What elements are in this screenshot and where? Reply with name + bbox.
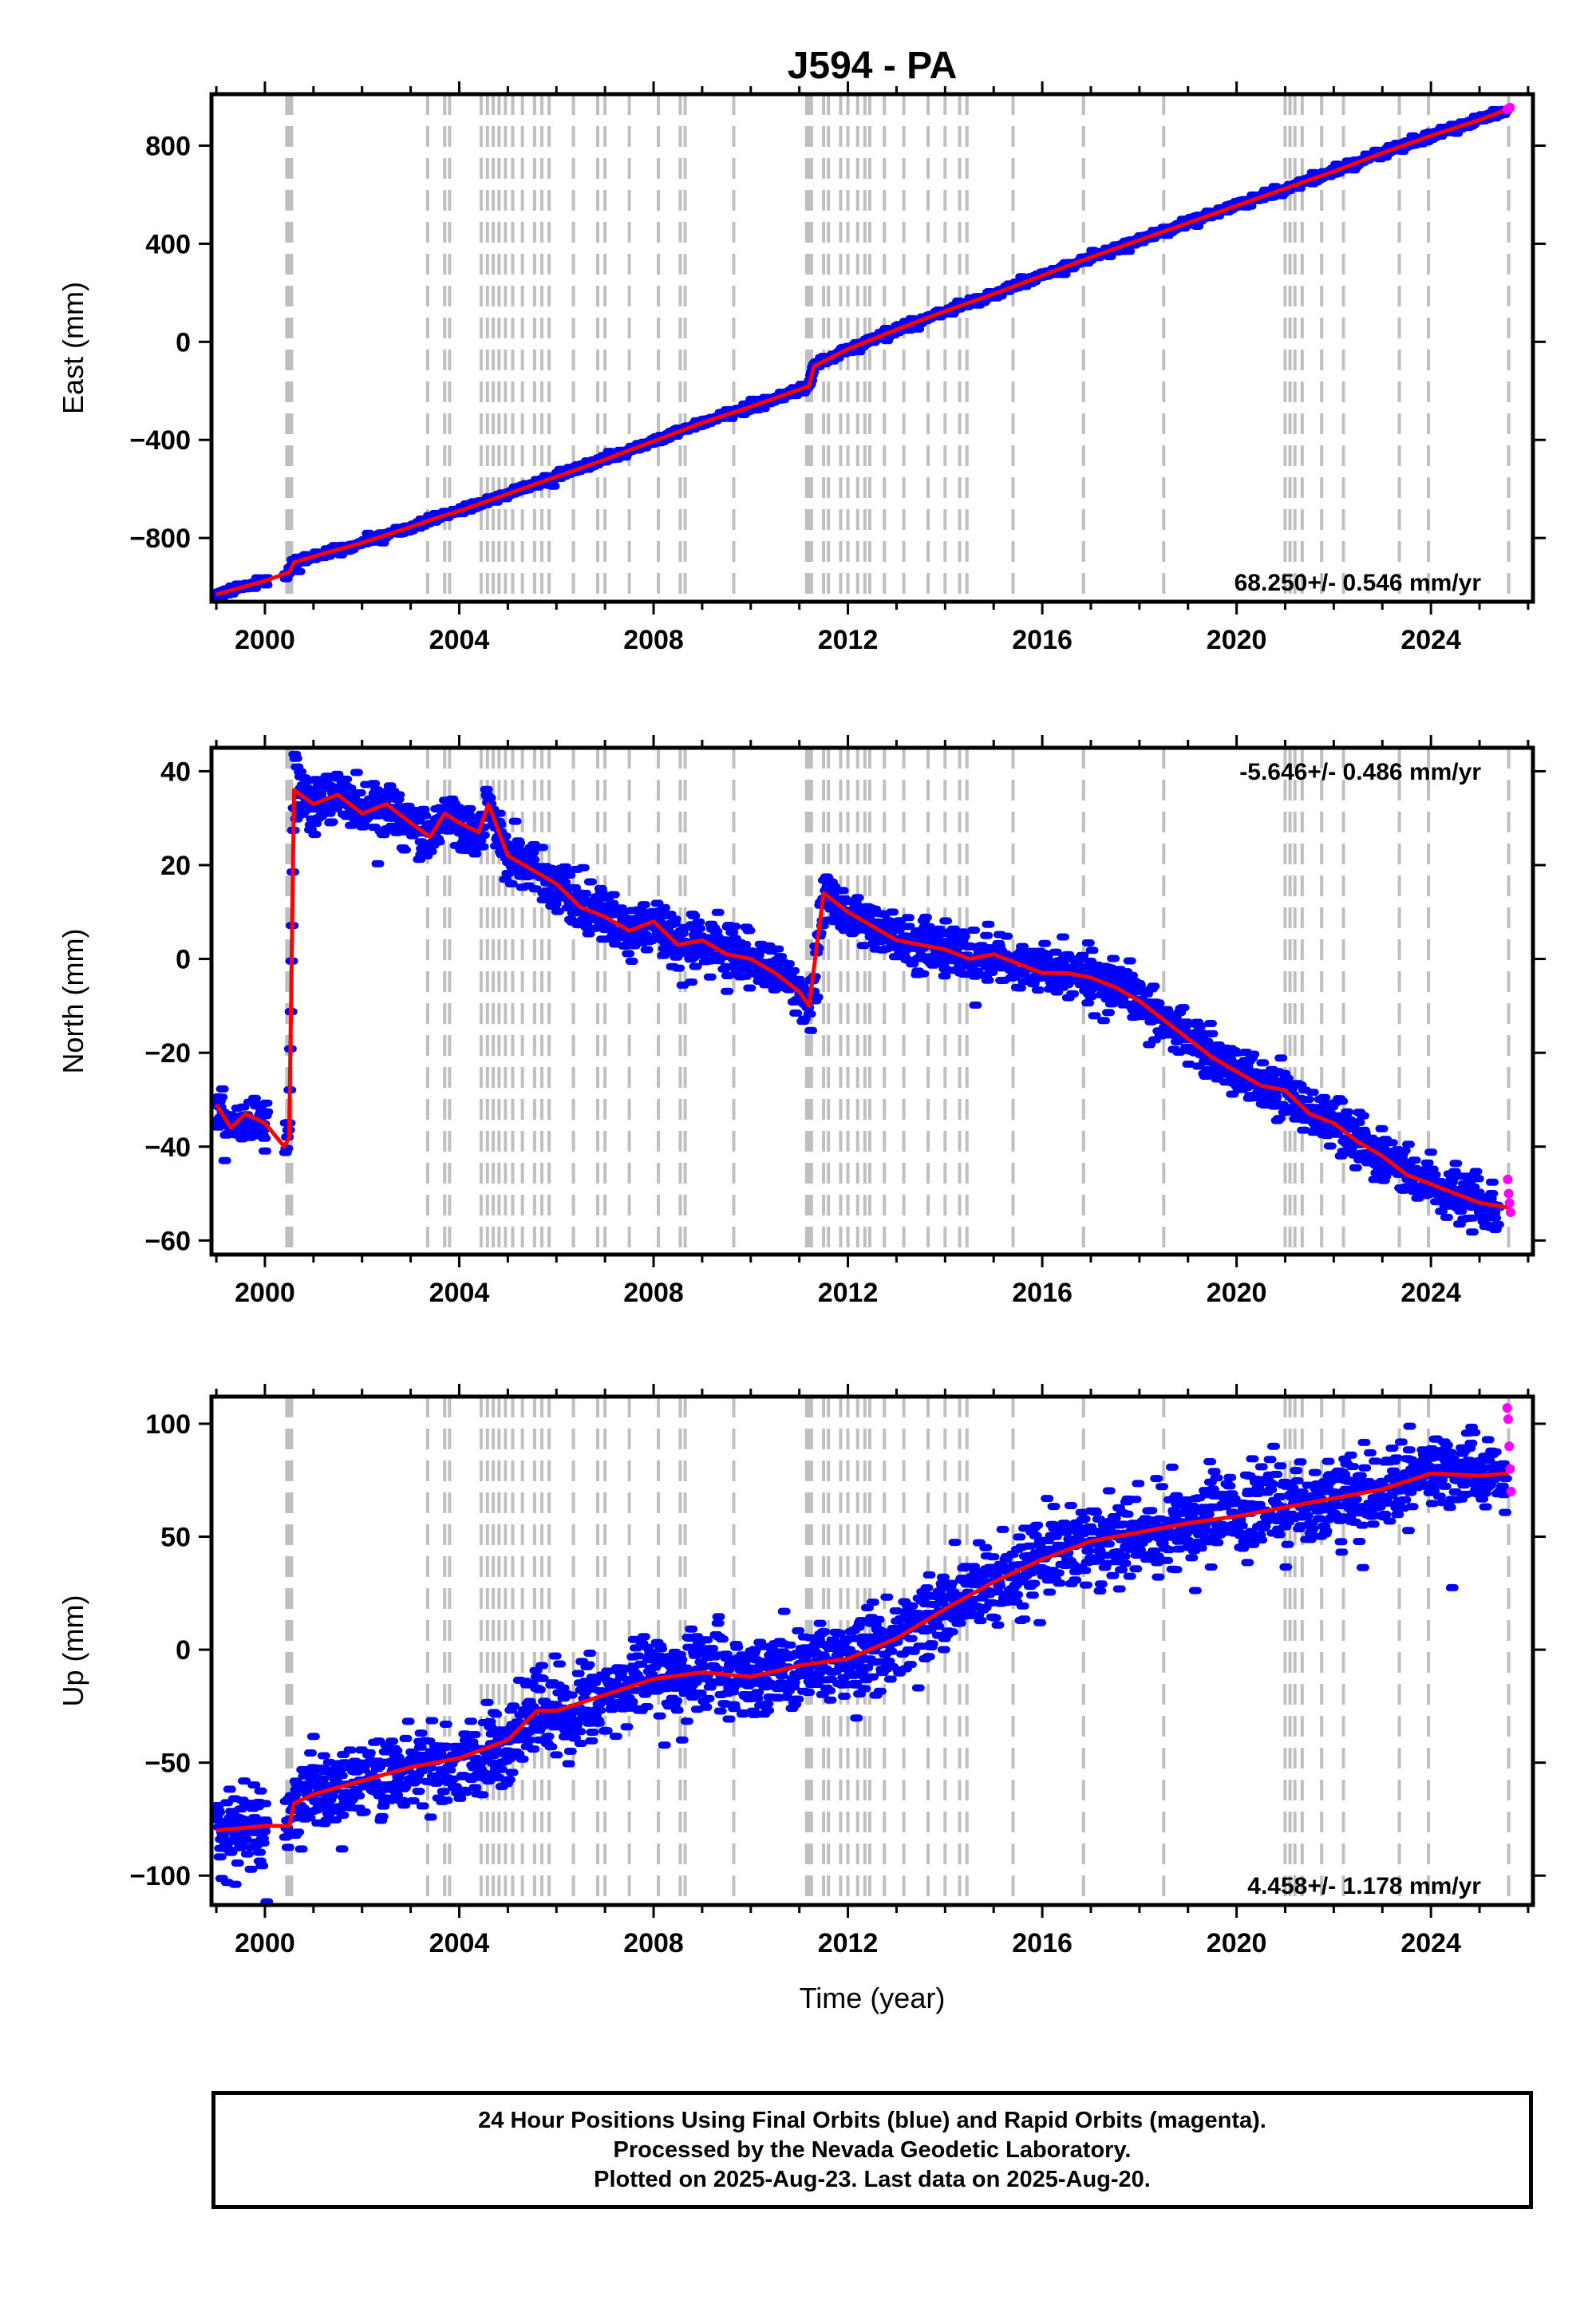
- y-tick-label: 400: [145, 229, 191, 259]
- caption-line-3: Plotted on 2025-Aug-23. Last data on 202…: [594, 2166, 1151, 2192]
- y-axis-label: North (mm): [57, 929, 89, 1074]
- plot-area: [211, 748, 1515, 1255]
- rapid-point: [1503, 1414, 1513, 1425]
- y-tick-label: 50: [160, 1523, 191, 1553]
- y-tick-label: 40: [160, 757, 191, 787]
- x-tick-label: 2004: [429, 1278, 490, 1308]
- x-tick-label: 2016: [1012, 1928, 1073, 1958]
- model-line: [215, 1471, 1509, 1833]
- y-tick-label: 0: [176, 1635, 191, 1666]
- y-tick-label: −50: [144, 1749, 191, 1779]
- panel-up: 2000 2004 2008 2012 2016 2020 2024 −100 −50 0 50 10…: [57, 1384, 1546, 1958]
- series-final-orbits: [211, 105, 1512, 601]
- x-tick-label: 2020: [1207, 1928, 1267, 1958]
- x-tick-label: 2000: [235, 1278, 295, 1308]
- series-rapid-orbits: [1502, 1403, 1516, 1496]
- x-tick-label: 2016: [1012, 625, 1073, 655]
- x-tick-label: 2020: [1207, 1278, 1267, 1308]
- x-tick-label: 2000: [235, 1928, 295, 1958]
- x-tick-label: 2008: [623, 1928, 684, 1958]
- x-tick-label: 2016: [1012, 1278, 1073, 1308]
- x-axis-label: Time (year): [800, 1982, 946, 2014]
- y-tick-label: −40: [144, 1132, 191, 1163]
- model-line: [215, 107, 1510, 597]
- x-tick-label: 2012: [818, 625, 879, 655]
- x-tick-label: 2024: [1400, 1928, 1461, 1958]
- y-tick-label: 20: [160, 851, 191, 881]
- series-rapid-orbits: [1503, 1174, 1515, 1218]
- plot-frame: [209, 92, 1535, 604]
- y-tick-label: 0: [176, 945, 191, 975]
- rapid-point: [1505, 1207, 1515, 1218]
- panels: 2000 2004 2008 2012 2016 2020 2024−800−4000400…: [57, 81, 1546, 2014]
- figure-title: J594 - PA: [788, 45, 958, 87]
- y-axis-label: Up (mm): [57, 1595, 89, 1707]
- x-tick-label: 2008: [623, 625, 684, 655]
- y-tick-label: 100: [145, 1409, 191, 1440]
- x-tick-label: 2004: [429, 625, 490, 655]
- y-tick-label: −60: [144, 1226, 191, 1256]
- y-tick-label: −20: [144, 1038, 191, 1069]
- x-tick-label: 2000: [235, 625, 295, 655]
- x-tick-label: 2004: [429, 1928, 490, 1958]
- y-tick-label: 0: [176, 327, 191, 358]
- y-tick-label: 800: [145, 132, 191, 162]
- rapid-point: [1504, 1441, 1515, 1452]
- x-tick-label: 2012: [818, 1278, 879, 1308]
- rate-label: -5.646+/- 0.486 mm/yr: [1239, 759, 1481, 785]
- rapid-point: [1503, 1188, 1514, 1199]
- series-rapid-orbits: [1502, 102, 1515, 115]
- rapid-point: [1505, 102, 1515, 113]
- caption-line-2: Processed by the Nevada Geodetic Laborat…: [613, 2136, 1132, 2163]
- rapid-point: [1503, 1174, 1513, 1184]
- rate-label: 68.250+/- 0.546 mm/yr: [1235, 570, 1482, 596]
- x-tick-label: 2012: [818, 1928, 879, 1958]
- plot-area: [211, 94, 1515, 602]
- rapid-point: [1505, 1464, 1515, 1474]
- panel-east: 2000 2004 2008 2012 2016 2020 2024 −800 −400 0 400…: [57, 81, 1546, 655]
- plot-area: [211, 1397, 1516, 1905]
- rate-label: 4.458+/- 1.178 mm/yr: [1247, 1873, 1481, 1899]
- x-tick-label: 2020: [1207, 625, 1267, 655]
- y-tick-label: −400: [129, 425, 191, 456]
- x-tick-label: 2008: [623, 1278, 684, 1308]
- series-final-orbits: [211, 1422, 1512, 1905]
- x-tick-label: 2024: [1400, 1278, 1461, 1308]
- caption-line-1: 24 Hour Positions Using Final Orbits (bl…: [478, 2107, 1266, 2133]
- panel-north: 2000 2004 2008 2012 2016 2020 2024 −60 −40 −20 0 20…: [57, 735, 1546, 1308]
- y-tick-label: −800: [129, 524, 191, 554]
- rapid-point: [1502, 1403, 1512, 1413]
- rapid-point: [1506, 1486, 1516, 1496]
- rapid-point: [1504, 1198, 1515, 1208]
- caption-box: 24 Hour Positions Using Final Orbits (bl…: [211, 2091, 1533, 2209]
- plot-frame: [209, 745, 1535, 1257]
- y-tick-label: −100: [129, 1861, 191, 1891]
- y-axis-label: East (mm): [57, 282, 89, 414]
- model-line: [214, 788, 1509, 1210]
- x-tick-label: 2024: [1400, 625, 1461, 655]
